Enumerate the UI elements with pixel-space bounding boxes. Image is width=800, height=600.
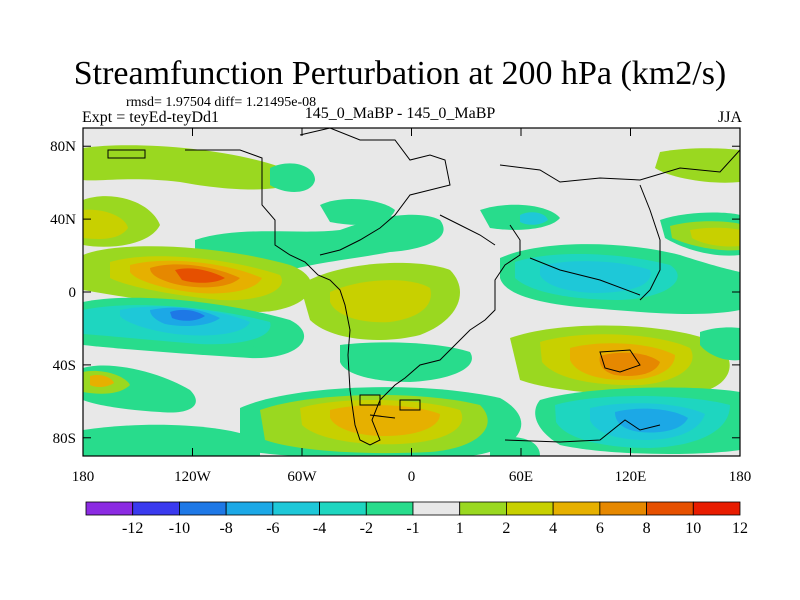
y-tick-label: 80N (50, 139, 76, 155)
colorbar-label: -4 (313, 520, 326, 537)
colorbar-label: 2 (502, 520, 510, 537)
contour-region (520, 212, 548, 225)
contour-region (83, 209, 128, 239)
contour-region (655, 148, 740, 183)
y-tick-label: 40S (53, 358, 76, 374)
colorbar-label: -10 (169, 520, 190, 537)
colorbar-swatch (225, 501, 274, 516)
colorbar-swatch (599, 501, 647, 516)
colorbar-swatch (272, 501, 320, 516)
y-tick-label: 0 (69, 285, 77, 301)
contour-region (330, 280, 431, 323)
contour-region (490, 436, 540, 456)
colorbar-label: -8 (219, 520, 232, 537)
colorbar-label: -6 (266, 520, 279, 537)
colorbar-label: 1 (456, 520, 464, 537)
contour-region (170, 309, 205, 321)
x-tick-label: 60E (509, 469, 533, 485)
stats-line: rmsd= 1.97504 diff= 1.21495e-08 (126, 95, 317, 110)
colorbar-swatch (646, 501, 694, 516)
colorbar-swatch (459, 501, 507, 516)
colorbar-swatch (179, 501, 227, 516)
colorbar: -12 -10 -8 -6 -4 -2 -1 1 2 4 6 8 10 12 (85, 501, 748, 537)
colorbar-label: 8 (643, 520, 651, 537)
coastlines (107, 128, 740, 446)
x-tick-label: 0 (408, 469, 416, 485)
colorbar-swatch (552, 501, 601, 516)
colorbar-swatch (412, 501, 461, 516)
contour-region (330, 405, 440, 436)
contour-region (690, 227, 740, 247)
colorbar-swatch (365, 501, 414, 516)
contour-region (270, 163, 315, 192)
x-tick-label: 120E (615, 469, 647, 485)
contour-region (320, 198, 395, 225)
colorbar-swatch (132, 501, 180, 516)
contour-region (540, 261, 651, 293)
contour-region (90, 374, 114, 388)
contour-region (232, 344, 256, 352)
colorbar-label: -1 (406, 520, 419, 537)
y-tick-label: 40N (50, 212, 76, 228)
contour-region (700, 327, 740, 361)
case-label: 145_0_MaBP - 145_0_MaBP (304, 105, 496, 122)
colorbar-label: -2 (360, 520, 373, 537)
colorbar-label: 6 (596, 520, 604, 537)
colorbar-swatch (506, 501, 554, 516)
colorbar-label: -12 (122, 520, 143, 537)
experiment-label: Expt = teyEd-teyDd1 (82, 109, 219, 126)
x-tick-label: 180 (729, 469, 752, 485)
colorbar-label: 12 (732, 520, 748, 537)
y-axis: 80N 40N 0 40S 80S (50, 139, 740, 447)
season-label: JJA (717, 109, 742, 126)
colorbar-swatch (85, 501, 134, 516)
contour-region (175, 268, 225, 283)
colorbar-label: 10 (685, 520, 701, 537)
x-tick-label: 180 (72, 469, 95, 485)
x-axis: 180 120W 60W 0 60E 120E 180 (72, 128, 752, 485)
contour-region (83, 145, 300, 190)
contour-region (83, 424, 260, 456)
colorbar-swatch (319, 501, 367, 516)
plot-title: Streamfunction Perturbation at 200 hPa (… (73, 55, 727, 92)
colorbar-swatch (692, 501, 741, 516)
contour-region (615, 408, 688, 433)
x-tick-label: 60W (287, 469, 317, 485)
y-tick-label: 80S (53, 431, 76, 447)
x-tick-label: 120W (174, 469, 212, 485)
colorbar-label: 4 (549, 520, 557, 537)
map-field (83, 128, 740, 456)
contour-region (340, 342, 472, 382)
